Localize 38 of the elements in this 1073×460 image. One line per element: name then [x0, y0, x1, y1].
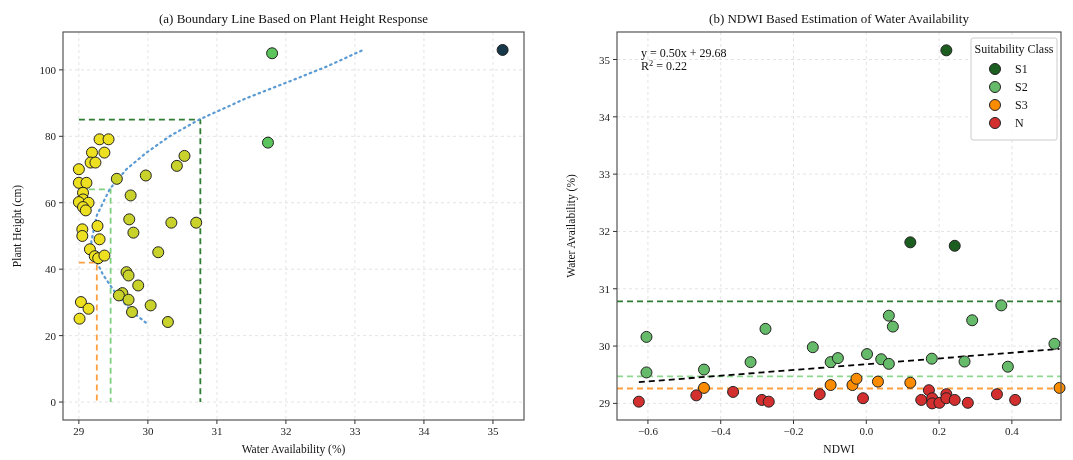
legend-label: S3 — [1015, 98, 1028, 112]
y-tick-label: 33 — [599, 168, 611, 181]
x-axis-title: Water Availability (%) — [241, 443, 346, 456]
legend-label: S2 — [1015, 80, 1028, 94]
y-axis-title: Plant Height (cm) — [11, 184, 24, 268]
x-tick-label: 34 — [418, 425, 430, 437]
x-tick-label: 29 — [73, 425, 85, 437]
legend-label: N — [1015, 116, 1024, 130]
x-tick-label: 35 — [487, 425, 499, 437]
x-tick-label: 0.4 — [1004, 425, 1020, 437]
x-tick-label: −0.6 — [637, 425, 659, 437]
y-tick-label: 80 — [45, 130, 57, 143]
x-tick-label: 30 — [142, 425, 154, 437]
y-tick-label: 20 — [45, 329, 57, 342]
y-tick-label: 40 — [45, 263, 57, 276]
x-tick-label: −0.4 — [710, 425, 732, 437]
x-tick-label: 0.0 — [859, 425, 874, 437]
y-tick-label: 0 — [50, 396, 57, 409]
chart-title: (a) Boundary Line Based on Plant Height Response — [159, 11, 429, 26]
y-tick-label: 31 — [599, 282, 610, 295]
x-tick-label: 0.2 — [932, 425, 946, 437]
chart-title: (b) NDWI Based Estimation of Water Availability — [709, 11, 970, 26]
legend-title: Suitability Class — [974, 42, 1054, 56]
x-tick-label: 33 — [349, 425, 361, 437]
y-axis-title: Water Availability (%) — [565, 174, 578, 278]
x-tick-label: 32 — [280, 425, 292, 437]
y-tick-label: 60 — [45, 196, 57, 209]
y-tick-label: 29 — [599, 397, 611, 410]
x-tick-label: 31 — [211, 425, 223, 437]
y-tick-label: 34 — [599, 110, 611, 123]
y-tick-label: 32 — [599, 225, 610, 238]
x-tick-label: −0.2 — [783, 425, 804, 437]
y-tick-label: 30 — [599, 340, 611, 353]
annotation: y = 0.50x + 29.68 — [641, 46, 727, 60]
legend-label: S1 — [1015, 62, 1028, 76]
y-tick-label: 100 — [39, 63, 57, 76]
y-tick-label: 35 — [599, 53, 611, 66]
x-axis-title: NDWI — [823, 443, 855, 455]
